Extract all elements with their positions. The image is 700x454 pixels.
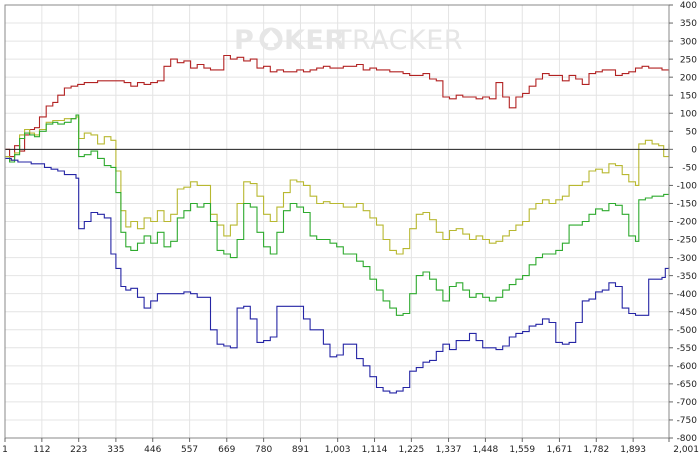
x-tick-label: 1,114 bbox=[362, 445, 388, 454]
y-tick-label: 150 bbox=[680, 91, 697, 101]
x-tick-label: 1,559 bbox=[509, 445, 535, 454]
x-tick-label: 891 bbox=[292, 445, 309, 454]
series-line-1 bbox=[5, 54, 670, 158]
y-tick-label: -700 bbox=[677, 398, 698, 408]
x-tick-label: 1 bbox=[2, 445, 8, 454]
y-tick-label: -50 bbox=[682, 164, 697, 174]
x-tick-label: 669 bbox=[218, 445, 235, 454]
y-tick-label: -800 bbox=[677, 434, 698, 444]
watermark-letter-p: P bbox=[234, 25, 254, 56]
y-tick-label: -150 bbox=[677, 200, 698, 210]
y-tick-label: 300 bbox=[680, 37, 697, 47]
pokertracker-watermark: P KER TRACKER bbox=[234, 25, 463, 56]
series-layer bbox=[5, 54, 670, 394]
watermark-text-ker: KER bbox=[284, 25, 346, 56]
x-tick-label: 780 bbox=[255, 445, 272, 454]
y-tick-label: 50 bbox=[686, 127, 698, 137]
series-line-4 bbox=[5, 157, 670, 394]
y-tick-label: -450 bbox=[677, 308, 698, 318]
x-tick-label: 1,671 bbox=[547, 445, 573, 454]
spade-logo-icon bbox=[259, 27, 283, 51]
y-tick-label: 0 bbox=[691, 146, 697, 156]
y-tick-label: -300 bbox=[677, 254, 698, 264]
x-tick-label: 1,893 bbox=[620, 445, 646, 454]
y-tick-label: 400 bbox=[680, 1, 697, 11]
x-tick-label: 1,225 bbox=[398, 445, 424, 454]
y-tick-label: -350 bbox=[677, 272, 698, 282]
x-tick-label: 335 bbox=[107, 445, 124, 454]
y-tick-label: -100 bbox=[677, 182, 698, 192]
y-tick-label: -500 bbox=[677, 326, 698, 336]
x-tick-label: 1,448 bbox=[473, 445, 499, 454]
y-tick-label: -600 bbox=[677, 362, 698, 372]
x-tick-label: 112 bbox=[33, 445, 50, 454]
y-tick-label: -200 bbox=[677, 218, 698, 228]
x-axis-bottom: 1 112 223 335 446 557 669 780 891 1,003 1,114 1,225… bbox=[2, 438, 699, 454]
series-line-2 bbox=[5, 116, 670, 255]
x-tick-label: 1,003 bbox=[325, 445, 351, 454]
x-tick-label: 2,001 bbox=[673, 445, 699, 454]
y-tick-label: 200 bbox=[680, 73, 697, 83]
y-tick-label: 100 bbox=[680, 109, 697, 119]
watermark-text-tracker: TRACKER bbox=[334, 25, 463, 56]
y-tick-label: -400 bbox=[677, 290, 698, 300]
y-tick-label: -750 bbox=[677, 416, 698, 426]
x-tick-label: 446 bbox=[144, 445, 161, 454]
y-tick-label: 250 bbox=[680, 55, 697, 65]
y-tick-label: -250 bbox=[677, 236, 698, 246]
y-tick-label: -650 bbox=[677, 380, 698, 390]
y-tick-label: 350 bbox=[680, 19, 697, 29]
x-tick-label: 1,337 bbox=[436, 445, 462, 454]
x-tick-label: 223 bbox=[70, 445, 87, 454]
y-axis-right: 400 350 300 250 200 150 100 50 0 -50 -100 -150 -200 -… bbox=[669, 1, 697, 444]
series-line-3 bbox=[5, 114, 670, 316]
x-tick-label: 1,782 bbox=[583, 445, 609, 454]
x-tick-label: 557 bbox=[181, 445, 198, 454]
y-tick-label: -550 bbox=[677, 344, 698, 354]
